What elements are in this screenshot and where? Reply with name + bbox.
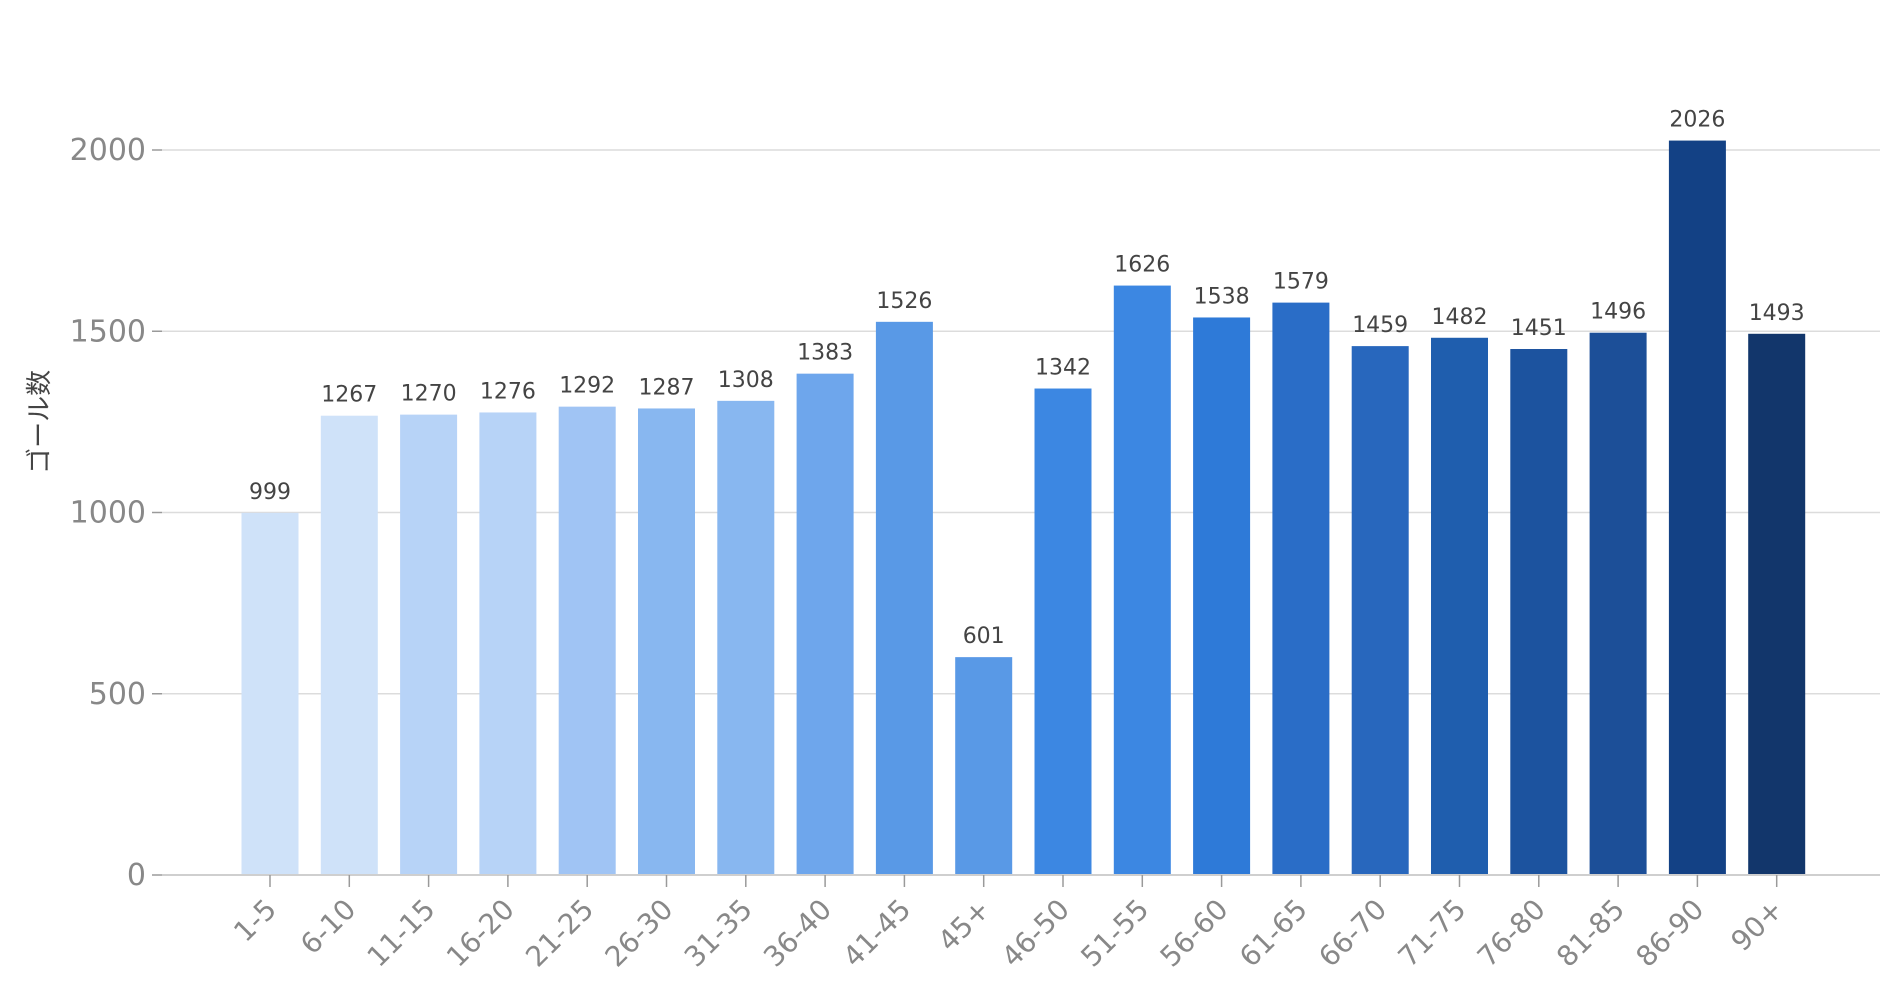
data-label: 1493 (1749, 301, 1805, 326)
x-tick-label: 31-35 (678, 893, 759, 974)
y-tick-label: 0 (127, 858, 146, 893)
bar-81-85 (1589, 332, 1647, 875)
x-tick-label: 71-75 (1392, 893, 1473, 974)
x-tick-label: 56-60 (1154, 893, 1235, 974)
data-label: 1292 (559, 374, 615, 399)
data-label: 1459 (1352, 313, 1408, 338)
bar-61-65 (1272, 302, 1330, 875)
bar-11-15 (400, 414, 458, 875)
x-tick-label: 1-5 (227, 893, 283, 949)
data-label: 1267 (321, 383, 377, 408)
x-tick-label: 45+ (932, 893, 997, 958)
y-tick-label: 500 (89, 677, 146, 712)
data-label: 1342 (1035, 356, 1091, 381)
y-axis-label: ゴール数 (25, 370, 55, 474)
x-tick-label: 81-85 (1550, 893, 1631, 974)
data-label: 1482 (1432, 305, 1488, 330)
x-tick-label: 76-80 (1471, 893, 1552, 974)
y-tick-label: 1500 (70, 314, 146, 349)
data-label: 2026 (1669, 108, 1725, 133)
y-tick-label: 1000 (70, 496, 146, 531)
bar-86-90 (1668, 140, 1726, 875)
data-label: 1526 (876, 289, 932, 314)
data-label: 1579 (1273, 270, 1329, 295)
x-tick-label: 86-90 (1629, 893, 1710, 974)
bar-21-25 (558, 406, 616, 875)
x-tick-label: 90+ (1725, 893, 1790, 958)
x-tick-label: 26-30 (599, 893, 680, 974)
bar-1-5 (241, 512, 299, 875)
x-tick-label: 21-25 (519, 893, 600, 974)
data-label: 1276 (480, 379, 536, 404)
data-label: 601 (963, 624, 1005, 649)
bar-56-60 (1193, 317, 1251, 876)
bar-45+ (955, 657, 1013, 875)
bar-90+ (1748, 333, 1806, 876)
bar-46-50 (1034, 388, 1092, 875)
x-tick-label: 11-15 (361, 893, 442, 974)
data-label: 1451 (1511, 316, 1567, 341)
data-label: 1626 (1114, 253, 1170, 278)
bars (241, 140, 1806, 876)
bar-6-10 (320, 415, 378, 875)
data-label: 1496 (1590, 300, 1646, 325)
x-tick-label: 16-20 (440, 893, 521, 974)
bar-16-20 (479, 412, 537, 875)
bar-36-40 (796, 373, 854, 875)
bar-66-70 (1351, 346, 1409, 875)
data-label: 1538 (1194, 284, 1250, 309)
bar-51-55 (1113, 285, 1171, 875)
y-tick-label: 2000 (70, 133, 146, 168)
x-tick-label: 6-10 (294, 893, 362, 961)
x-tick-label: 61-65 (1233, 893, 1314, 974)
data-label: 999 (249, 480, 291, 505)
bar-26-30 (638, 408, 695, 875)
data-label: 1287 (639, 375, 695, 400)
bar-41-45 (875, 321, 933, 875)
bar-71-75 (1431, 337, 1488, 875)
x-tick-label: 51-55 (1074, 893, 1155, 974)
bar-31-35 (717, 400, 775, 875)
data-labels: 999 1267 1270 1276 1292 1287 1308 1383 1526 601 13… (249, 108, 1805, 650)
data-label: 1308 (718, 368, 774, 393)
data-label: 1270 (401, 382, 457, 407)
x-tick-label: 36-40 (757, 893, 838, 974)
data-label: 1383 (797, 341, 853, 366)
x-tick-label: 41-45 (836, 893, 917, 974)
x-tick-label: 46-50 (995, 893, 1076, 974)
x-tick-label: 66-70 (1312, 893, 1393, 974)
bar-76-80 (1510, 349, 1568, 875)
